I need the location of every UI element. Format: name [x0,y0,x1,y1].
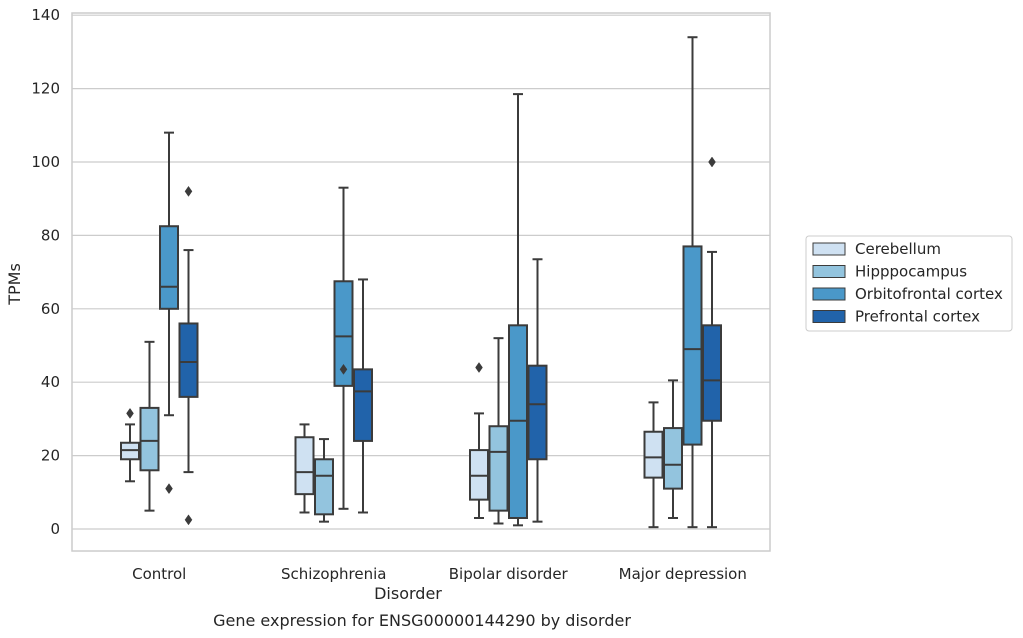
box-cerebellum [469,362,489,519]
box-prefrontal-cortex [527,258,548,523]
box-series [120,36,722,529]
x-tick-label: Control [132,565,186,583]
x-axis-label: Disorder [374,584,442,603]
box-iqr [643,430,664,479]
legend-frame [805,235,1013,332]
box-iqr [139,406,160,472]
outlier-point [184,185,193,197]
y-tick-label: 20 [41,447,60,465]
box-cerebellum [643,401,664,529]
box-cerebellum [294,423,315,514]
legend-swatch [812,242,846,256]
box-iqr [314,458,334,516]
box-prefrontal-cortex [178,185,199,526]
legend-label: Cerebellum [855,240,941,258]
box-iqr [353,368,373,442]
legend-swatch [812,287,846,301]
box-prefrontal-cortex [353,278,373,514]
box-iqr [488,425,509,512]
box-iqr [663,427,683,490]
legend-swatch [812,310,846,323]
box-iqr [178,322,199,398]
box-iqr [333,280,354,387]
x-axis-ticks: Control Schizophrenia Bipolar disorder Majo… [132,565,747,583]
outlier-point [126,407,134,419]
box-prefrontal-cortex [702,156,722,529]
box-hipppocampus [139,340,160,512]
outlier-point [708,156,716,168]
legend-label: Prefrontal cortex [855,308,980,326]
box-hipppocampus [314,438,334,523]
y-tick-label: 80 [41,226,60,244]
y-axis-ticks: 0 20 40 60 80 100 120 140 [31,6,60,538]
plot-area-frame [71,12,771,552]
box-orbitofrontal-cortex [159,131,179,495]
legend-label: Orbitofrontal cortex [855,285,1003,303]
box-orbitofrontal-cortex [333,186,354,510]
box-iqr [527,364,548,461]
x-tick-label: Bipolar disorder [449,565,569,583]
chart-title: Gene expression for ENSG00000144290 by d… [213,611,631,630]
y-tick-label: 140 [31,6,60,24]
legend-label: Hipppocampus [855,263,967,281]
outlier-point [475,362,483,373]
x-tick-label: Schizophrenia [281,565,386,583]
box-iqr [159,225,179,310]
y-tick-label: 100 [31,153,60,171]
box-hipppocampus [488,337,509,525]
legend: Cerebellum Hipppocampus Orbitofrontal cort… [805,235,1013,332]
box-iqr [682,245,703,446]
box-cerebellum [120,407,140,483]
outlier-point [339,363,348,375]
legend-swatch [812,265,846,278]
outlier-point [165,483,173,495]
y-tick-label: 60 [41,300,60,318]
outlier-point [184,514,193,526]
box-hipppocampus [663,379,683,519]
y-tick-label: 0 [50,520,60,538]
box-orbitofrontal-cortex [682,36,703,529]
box-iqr [294,436,315,496]
y-axis-label: TPMs [5,263,24,306]
box-iqr [702,324,722,422]
x-tick-label: Major depression [619,565,747,583]
y-tick-label: 120 [31,80,60,98]
box-orbitofrontal-cortex [508,93,528,527]
y-tick-label: 40 [41,373,60,391]
